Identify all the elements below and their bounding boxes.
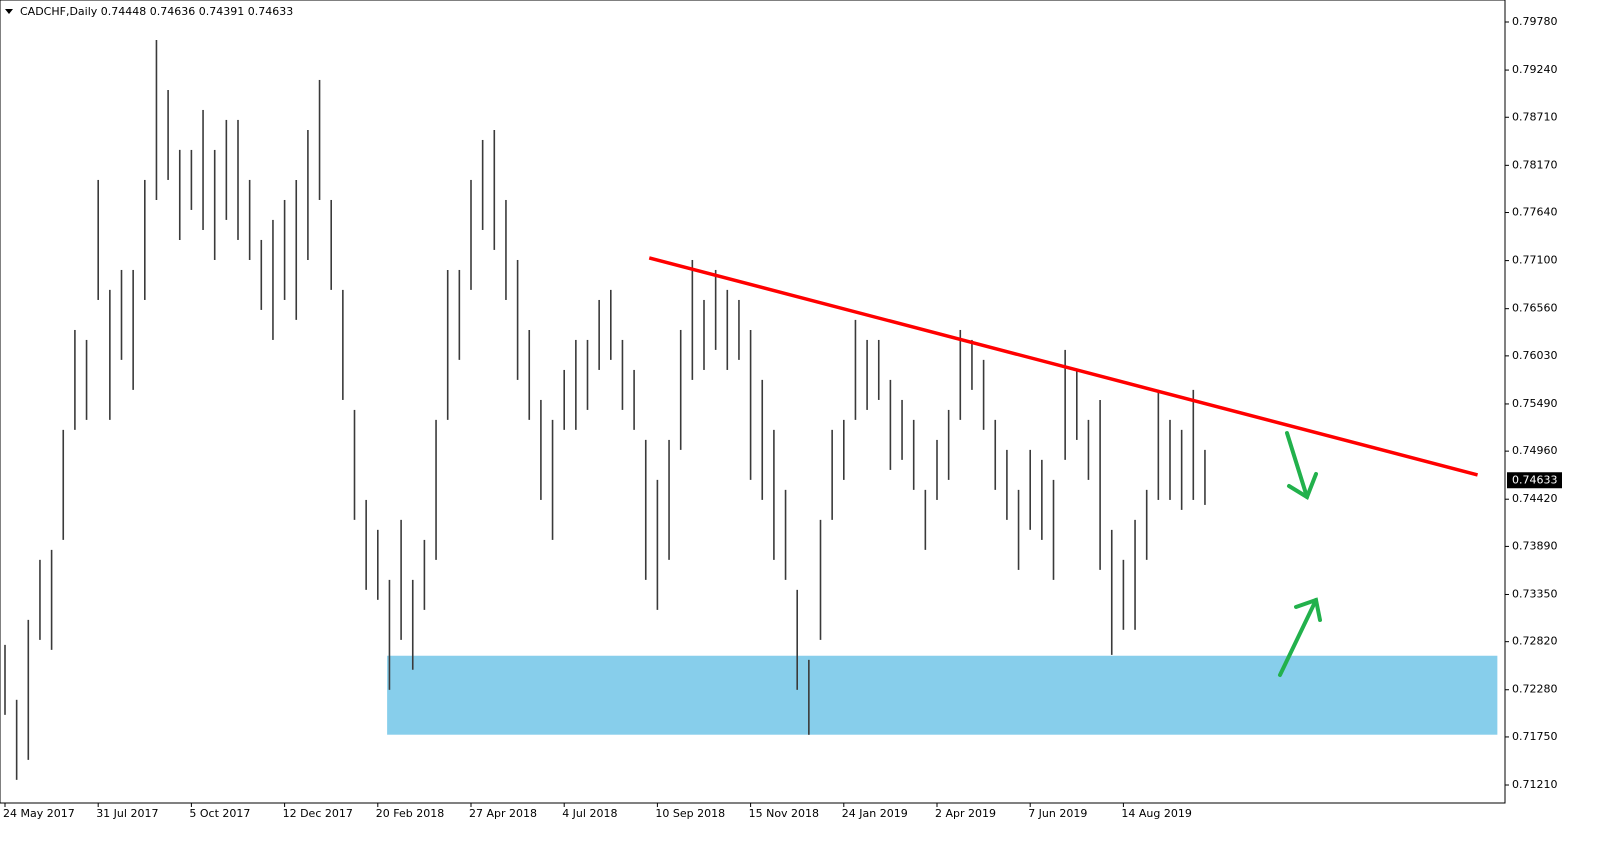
y-tick-label: 0.74960 [1512, 444, 1558, 457]
support-zone [387, 655, 1498, 735]
y-tick-label: 0.76560 [1512, 302, 1558, 315]
x-tick-label: 2 Apr 2019 [935, 807, 996, 820]
x-tick-label: 14 Aug 2019 [1121, 807, 1191, 820]
chart-title: CADCHF,Daily 0.74448 0.74636 0.74391 0.7… [20, 5, 293, 18]
y-tick-label: 0.79240 [1512, 63, 1558, 76]
y-tick-label: 0.73890 [1512, 539, 1558, 552]
y-tick-label: 0.77640 [1512, 206, 1558, 219]
x-tick-label: 15 Nov 2018 [749, 807, 819, 820]
y-tick-label: 0.71210 [1512, 778, 1558, 791]
y-tick-label: 0.76030 [1512, 349, 1558, 362]
x-tick-label: 20 Feb 2018 [376, 807, 444, 820]
y-tick-label: 0.75490 [1512, 397, 1558, 410]
y-tick-label: 0.72280 [1512, 683, 1558, 696]
y-tick-label: 0.74420 [1512, 492, 1558, 505]
y-tick-label: 0.78170 [1512, 158, 1558, 171]
x-tick-label: 10 Sep 2018 [655, 807, 725, 820]
x-tick-label: 4 Jul 2018 [562, 807, 617, 820]
y-tick-label: 0.77100 [1512, 254, 1558, 267]
y-tick-label: 0.73350 [1512, 587, 1558, 600]
trendline [648, 256, 1479, 477]
x-tick-label: 24 May 2017 [3, 807, 75, 820]
menu-arrow [5, 9, 13, 14]
x-tick-label: 5 Oct 2017 [189, 807, 250, 820]
arrow-up [1278, 597, 1322, 677]
y-tick-label: 0.72820 [1512, 635, 1558, 648]
arrow-down [1285, 431, 1318, 500]
x-tick-label: 12 Dec 2017 [283, 807, 353, 820]
y-tick-label: 0.71750 [1512, 730, 1558, 743]
x-tick-label: 27 Apr 2018 [469, 807, 537, 820]
y-tick-label: 0.78710 [1512, 110, 1558, 123]
last-price-box [1507, 472, 1562, 489]
x-tick-label: 24 Jan 2019 [842, 807, 908, 820]
x-tick-label: 31 Jul 2017 [96, 807, 158, 820]
y-tick-label: 0.79780 [1512, 15, 1558, 28]
last-price-label: 0.74633 [1512, 473, 1558, 486]
x-tick-label: 7 Jun 2019 [1028, 807, 1087, 820]
